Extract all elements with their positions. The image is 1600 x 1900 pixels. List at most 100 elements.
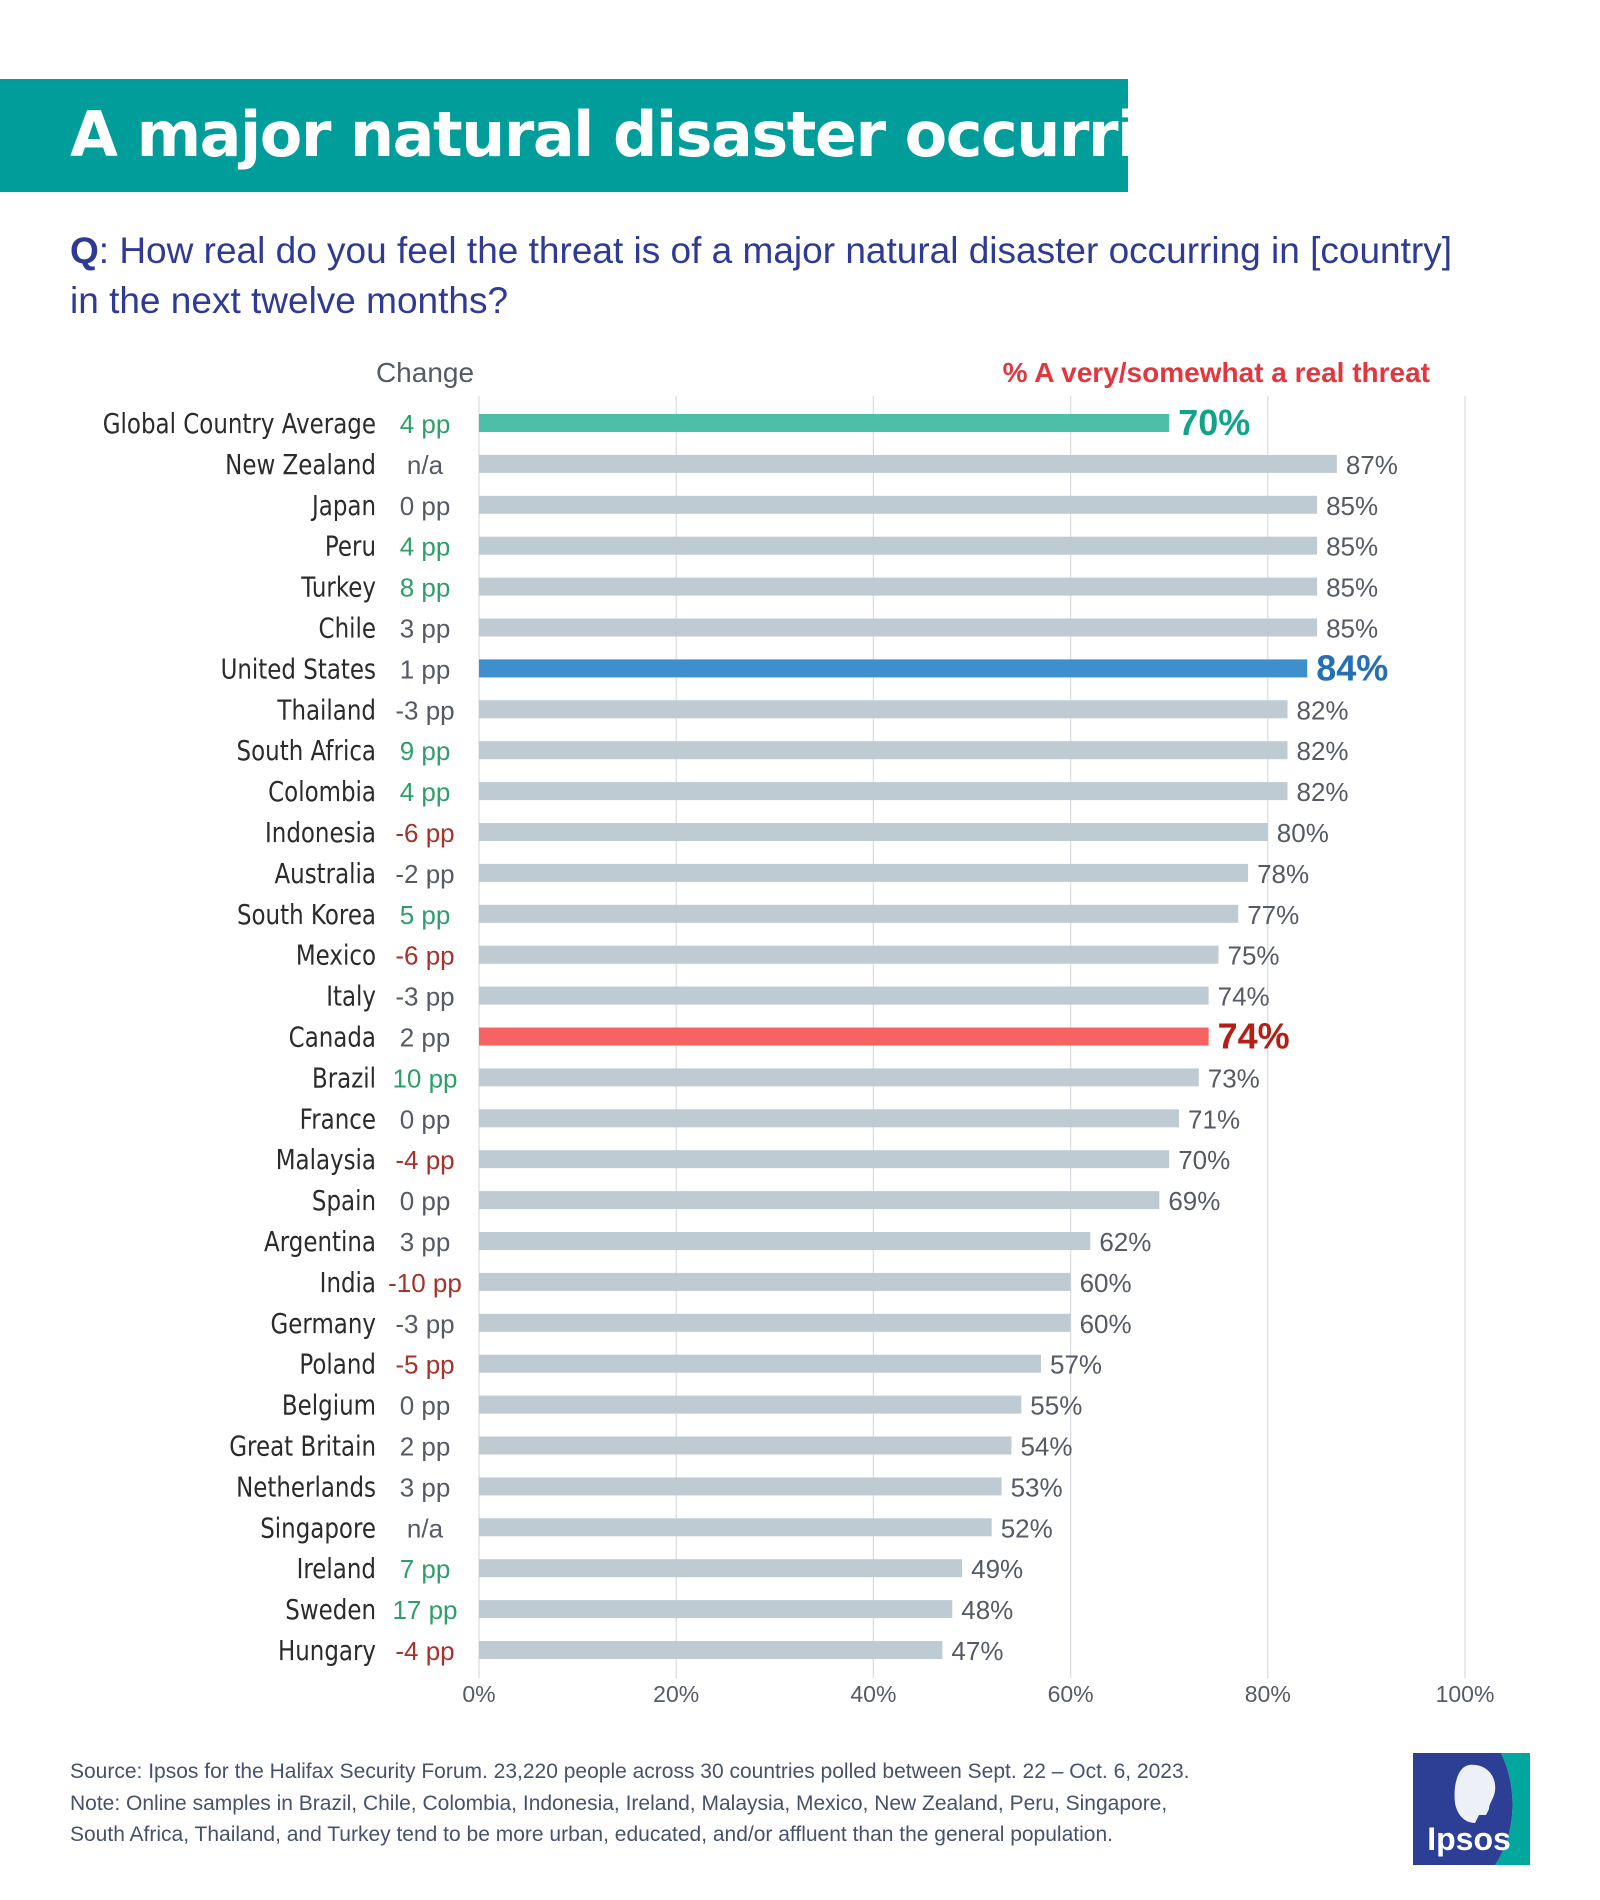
bar-value-label: 54% [1020, 1432, 1072, 1462]
x-tick-label: 20% [653, 1681, 699, 1707]
category-label-group: South Africa [237, 735, 376, 768]
survey-question: Q: How real do you feel the threat is of… [70, 226, 1470, 326]
category-label: Belgium [282, 1389, 376, 1422]
bar-value-label: 70% [1178, 402, 1250, 443]
change-value: 17 pp [392, 1595, 457, 1625]
bar [479, 577, 1318, 596]
category-label-group: Australia [274, 858, 376, 891]
bar-value-label: 57% [1050, 1350, 1102, 1380]
category-label-group: Singapore [260, 1512, 376, 1545]
category-label: Colombia [268, 776, 376, 809]
category-label-group: Colombia [268, 776, 376, 809]
category-label: Spain [312, 1185, 376, 1218]
change-value: 5 pp [400, 900, 451, 930]
bar [479, 1477, 1002, 1496]
bar-value-label: 62% [1099, 1227, 1151, 1257]
change-value: 3 pp [400, 1472, 451, 1502]
change-value: 0 pp [400, 1391, 451, 1421]
change-value: 0 pp [400, 1186, 451, 1216]
change-value: -6 pp [395, 941, 454, 971]
footer-note-line-1: Note: Online samples in Brazil, Chile, C… [70, 1791, 1168, 1815]
change-value: 0 pp [400, 491, 451, 521]
change-value: n/a [407, 1513, 444, 1543]
bar-value-label: 74% [1218, 1016, 1290, 1057]
change-value: -5 pp [395, 1350, 454, 1380]
bar-value-label: 85% [1326, 491, 1378, 521]
category-label: Australia [274, 858, 376, 891]
change-value: -10 pp [388, 1268, 462, 1298]
category-label: Germany [271, 1308, 376, 1341]
footer-notes: Source: Ipsos for the Halifax Security F… [70, 1756, 1370, 1851]
category-label: South Korea [237, 899, 376, 932]
bar-value-label: 60% [1080, 1309, 1132, 1339]
category-label-group: Spain [312, 1185, 376, 1218]
category-label: Malaysia [276, 1144, 376, 1177]
x-tick-label: 60% [1048, 1681, 1094, 1707]
category-label: Hungary [278, 1635, 376, 1668]
category-label-group: Thailand [277, 694, 376, 727]
category-label-group: Turkey [300, 571, 376, 604]
bar [479, 1191, 1160, 1210]
change-value: 3 pp [400, 614, 451, 644]
bar [479, 1232, 1091, 1250]
bars-group: Global Country Average 4 pp 70% New Zealand… [103, 402, 1398, 1668]
bar-value-label: 53% [1011, 1472, 1063, 1502]
footer-note-line-2: South Africa, Thailand, and Turkey tend … [70, 1823, 1113, 1846]
bar-value-label: 84% [1316, 647, 1388, 688]
change-value: -2 pp [395, 859, 454, 889]
category-label-group: Hungary [278, 1635, 376, 1668]
category-label: New Zealand [225, 449, 376, 482]
category-label-group: Peru [325, 531, 376, 564]
category-label-group: Mexico [296, 940, 376, 973]
change-value: -4 pp [395, 1145, 454, 1175]
bar-value-label: 52% [1001, 1513, 1053, 1543]
category-label-group: Malaysia [276, 1144, 376, 1177]
bar [479, 1354, 1042, 1373]
category-label-group: Chile [319, 612, 376, 645]
category-label: Chile [319, 612, 376, 645]
bar [479, 1027, 1209, 1046]
bar-value-label: 73% [1208, 1063, 1260, 1093]
bar-value-label: 70% [1178, 1145, 1230, 1175]
bar [479, 495, 1318, 514]
change-value: 2 pp [400, 1023, 451, 1053]
bar [479, 1068, 1199, 1087]
change-value: 2 pp [400, 1432, 451, 1462]
category-label: United States [221, 653, 376, 686]
change-value: 4 pp [400, 409, 451, 439]
category-label-group: Argentina [264, 1226, 376, 1259]
category-label: Ireland [297, 1553, 376, 1586]
change-value: 4 pp [400, 777, 451, 807]
category-label-group: Italy [326, 980, 376, 1013]
change-value: 7 pp [400, 1554, 451, 1584]
x-axis: 0% 20% 40% 60% 80% 100% [462, 1681, 1494, 1707]
category-label: Global Country Average [103, 408, 376, 441]
bar-value-label: 85% [1326, 614, 1378, 644]
category-label-group: Netherlands [236, 1471, 376, 1504]
bar-value-label: 69% [1168, 1186, 1220, 1216]
bar-value-label: 85% [1326, 532, 1378, 562]
bar-value-label: 80% [1277, 818, 1329, 848]
category-label-group: New Zealand [225, 449, 376, 482]
category-label: Great Britain [229, 1430, 376, 1463]
category-label-group: Sweden [285, 1594, 376, 1627]
category-label-group: Global Country Average [103, 408, 376, 441]
bar [479, 1641, 943, 1659]
category-label: Argentina [264, 1226, 376, 1259]
change-value: 9 pp [400, 736, 451, 766]
change-value: -3 pp [395, 1309, 454, 1339]
question-prefix: Q [70, 230, 99, 271]
bar-value-label: 78% [1257, 859, 1309, 889]
x-tick-label: 80% [1245, 1681, 1291, 1707]
bar [479, 1518, 992, 1537]
logo-text: Ipsos [1427, 1821, 1511, 1857]
category-label: Indonesia [265, 817, 376, 850]
page-title: A major natural disaster occurring [70, 98, 1224, 171]
category-label: India [320, 1267, 376, 1300]
bar [479, 863, 1249, 882]
bar-value-label: 77% [1247, 900, 1299, 930]
category-label: Italy [326, 980, 376, 1013]
change-value: 1 pp [400, 654, 451, 684]
ipsos-logo-icon [1454, 1764, 1496, 1823]
bar [479, 414, 1170, 432]
